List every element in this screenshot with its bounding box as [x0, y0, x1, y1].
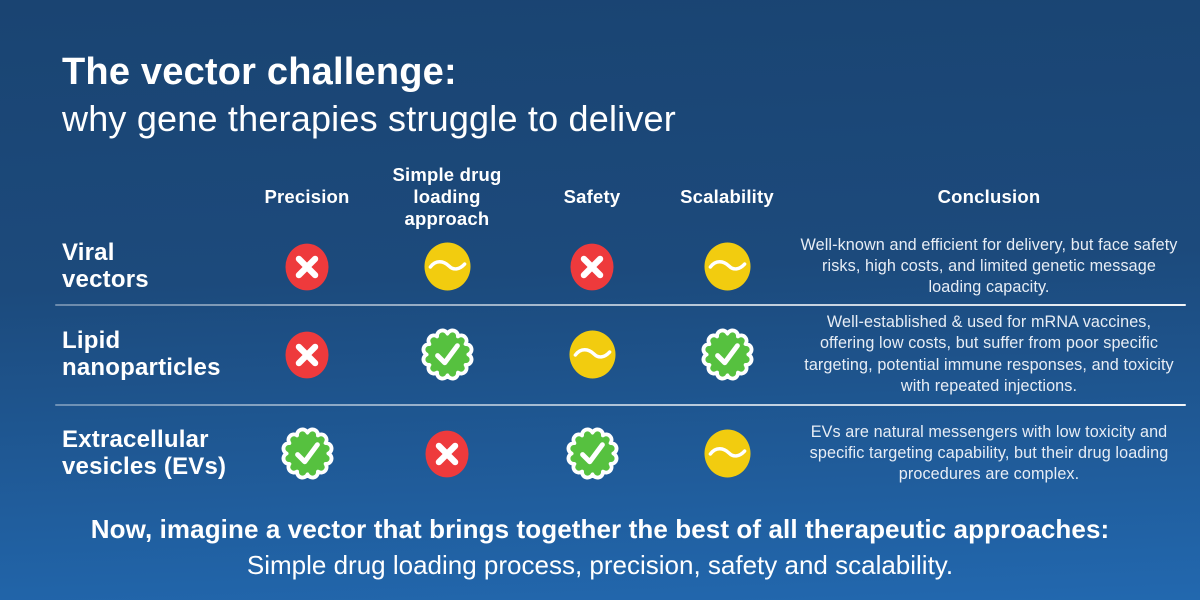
footer-subline: Simple drug loading process, precision, …	[246, 549, 954, 580]
column-header-precision: Precision	[264, 185, 350, 207]
column-header-simple-drug-loading: Simple drug loading approach	[392, 164, 502, 229]
comparison-table: Precision Simple drug loading approach S…	[55, 164, 1186, 501]
cross-icon	[570, 243, 614, 291]
rating-cell	[372, 430, 522, 478]
cross-icon	[285, 331, 329, 379]
page-subtitle: why gene therapies struggle to deliver	[62, 97, 676, 139]
rating-cell	[662, 242, 792, 291]
rating-cell	[242, 331, 372, 379]
rating-cell	[242, 243, 372, 291]
partial-icon	[568, 330, 616, 379]
table-header-row: Precision Simple drug loading approach S…	[55, 164, 1186, 229]
cross-icon	[425, 430, 469, 478]
rating-cell	[662, 429, 792, 478]
check-icon	[420, 327, 475, 382]
table-row: Viral vectors Well-known and efficient f…	[55, 230, 1186, 304]
check-icon	[700, 327, 755, 382]
check-icon	[565, 426, 620, 481]
rating-cell	[522, 243, 662, 291]
rating-cell	[242, 426, 372, 481]
row-label: Viral vectors	[62, 239, 149, 293]
footer-callout: Now, imagine a vector that brings togeth…	[0, 514, 1200, 581]
column-header-safety: Safety	[563, 185, 621, 207]
row-divider	[55, 303, 1186, 306]
rating-cell	[372, 242, 522, 291]
rating-cell	[662, 327, 792, 382]
row-conclusion: Well-known and efficient for delivery, b…	[800, 235, 1178, 297]
rating-cell	[522, 426, 662, 481]
column-header-scalability: Scalability	[680, 185, 774, 207]
partial-icon	[423, 242, 471, 291]
row-label: Extracellular vesicles (EVs)	[62, 426, 227, 480]
title-block: The vector challenge: why gene therapies…	[0, 0, 1200, 140]
row-label: Lipid nanoparticles	[62, 327, 221, 381]
check-icon	[280, 426, 335, 481]
table-row: Lipid nanoparticles Well-established & u…	[55, 306, 1186, 404]
row-divider	[55, 403, 1186, 406]
row-conclusion: EVs are natural messengers with low toxi…	[809, 422, 1169, 484]
row-conclusion: Well-established & used for mRNA vaccine…	[804, 313, 1174, 395]
rating-cell	[522, 330, 662, 379]
cross-icon	[285, 243, 329, 291]
table-row: Extracellular vesicles (EVs) EVs are nat…	[55, 406, 1186, 502]
page-title: The vector challenge:	[62, 51, 457, 93]
table-body: Viral vectors Well-known and efficient f…	[55, 230, 1186, 502]
column-header-conclusion: Conclusion	[937, 185, 1041, 207]
rating-cell	[372, 327, 522, 382]
partial-icon	[703, 429, 751, 478]
footer-headline: Now, imagine a vector that brings togeth…	[90, 513, 1110, 544]
partial-icon	[703, 242, 751, 291]
